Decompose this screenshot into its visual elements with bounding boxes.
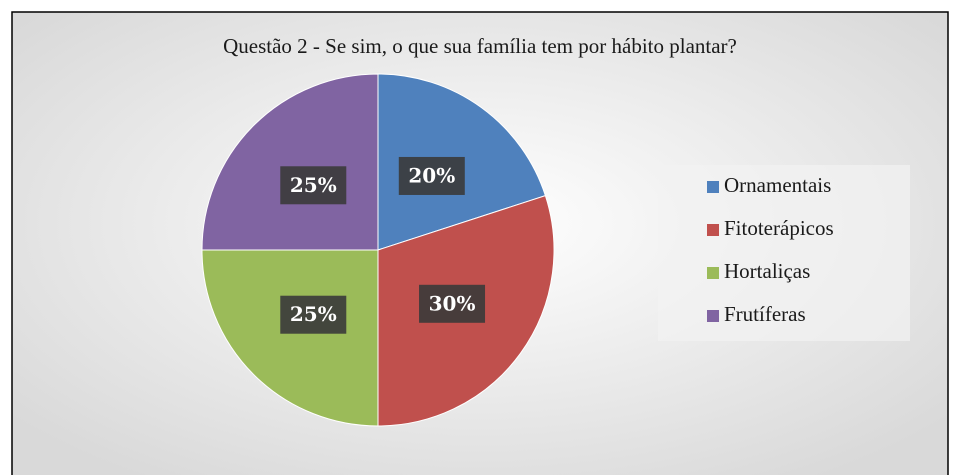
pie-slice [201, 73, 379, 251]
legend-swatch [707, 181, 719, 193]
value-label-box [419, 284, 486, 323]
legend-label: Hortaliças [724, 259, 810, 283]
legend-swatch [707, 267, 719, 279]
chart-title: Questão 2 - Se sim, o que sua família te… [223, 34, 737, 58]
legend-label: Frutíferas [724, 302, 806, 326]
legend-label: Ornamentais [724, 173, 831, 197]
value-label-box [280, 295, 347, 334]
pie-slice [201, 249, 379, 427]
legend-box [658, 165, 910, 341]
value-label: 30% [429, 291, 476, 315]
legend-swatch [707, 224, 719, 236]
value-label-box [280, 166, 347, 205]
value-label-box [398, 156, 465, 195]
value-label: 25% [290, 302, 337, 326]
legend-label: Fitoterápicos [724, 216, 834, 240]
value-label: 20% [408, 163, 455, 187]
value-label: 25% [290, 173, 337, 197]
legend-swatch [707, 310, 719, 322]
